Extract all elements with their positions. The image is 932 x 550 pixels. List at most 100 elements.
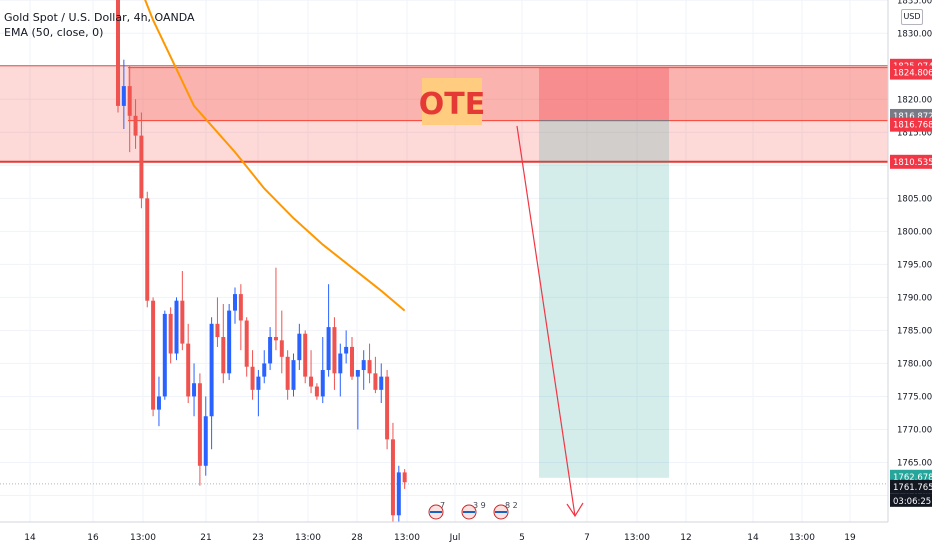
time-tick-label: 13:00	[295, 533, 321, 543]
price-axis[interactable]: 1835.0001830.0001825.0001820.0001815.000…	[887, 0, 932, 550]
price-tick-label: 1820.000	[897, 95, 932, 105]
price-label-text: 1810.535	[893, 158, 932, 168]
candle-body	[273, 337, 278, 341]
time-tick-label: 7	[584, 533, 590, 543]
price-tick-label: 1805.000	[897, 194, 932, 204]
time-tick-label: 13:00	[789, 533, 815, 543]
price-label-tag	[890, 117, 932, 132]
currency-button[interactable]: USD	[901, 9, 923, 25]
candle-body	[396, 472, 401, 516]
candle-body	[209, 323, 214, 417]
time-axis[interactable]: 14 16 13:00 21 23 13:00 28 13:00 Jul 5 7 13:00 12 14 1…	[0, 521, 932, 550]
price-tick-label: 1835.000	[897, 0, 932, 6]
ote-annotation[interactable]: OTE	[419, 78, 485, 125]
price-tick-label: 1815.000	[897, 128, 932, 138]
event-count: 8 2	[505, 501, 518, 510]
candle-body	[145, 198, 150, 301]
candle-body	[314, 386, 319, 397]
price-tick-label: 1780.000	[897, 359, 932, 369]
short-position-tool[interactable]	[539, 67, 669, 478]
price-label-tag	[890, 154, 932, 169]
price-tick-label: 1800.000	[897, 227, 932, 237]
ote-label-box[interactable]	[422, 78, 482, 125]
candlesticks	[116, 0, 407, 529]
candle-body	[116, 0, 120, 106]
projection-arrow	[516, 125, 584, 518]
price-label-text: 1824.806	[893, 69, 932, 79]
candle-body	[121, 86, 126, 106]
candle-body	[233, 294, 237, 311]
time-tick-label: 13:00	[394, 533, 420, 543]
ema-indicator-label: EMA (50, close, 0)	[4, 26, 104, 39]
price-label-text: 1762.678	[893, 473, 932, 483]
candle-body	[186, 343, 191, 397]
event-badges[interactable]: 7 3 9 8 2	[428, 501, 518, 520]
candle-body	[244, 320, 249, 367]
arrow-shaft	[516, 125, 576, 517]
price-axis-bg	[888, 0, 932, 550]
candle-body	[344, 346, 349, 354]
candle-body	[262, 363, 267, 377]
time-tick-label: 5	[519, 533, 525, 543]
candle-body	[361, 360, 366, 371]
grid-lines	[0, 0, 888, 529]
candle-body	[203, 416, 208, 466]
ote-zone	[0, 65, 888, 485]
ema-line	[144, 0, 406, 312]
price-tick-label: 1770.000	[897, 425, 932, 435]
candle-body	[168, 313, 173, 354]
candle-body	[133, 115, 138, 136]
candle-body	[291, 360, 296, 390]
candle-body	[151, 300, 156, 410]
candle-body	[192, 383, 197, 397]
candle-body	[367, 360, 372, 374]
take-profit-box	[539, 120, 669, 478]
candle-body	[250, 366, 255, 390]
candle-body	[332, 327, 337, 374]
time-tick-label: 13:00	[624, 533, 650, 543]
ote-inner-band	[128, 67, 888, 121]
candle-body	[326, 327, 331, 371]
price-tick-label: 1765.000	[897, 458, 932, 468]
time-tick-label: Jul	[449, 533, 461, 543]
candle-body	[350, 346, 354, 377]
candle-body	[303, 333, 308, 377]
candle-body	[402, 472, 407, 483]
candle-body	[320, 370, 325, 397]
candle-body	[297, 333, 302, 361]
event-count: 3 9	[473, 501, 486, 510]
candle-body	[197, 383, 202, 466]
ote-label-text: OTE	[419, 87, 485, 122]
arrow-head	[566, 502, 584, 518]
price-label-text: 1816.768	[893, 121, 932, 131]
time-tick-label: 13:00	[130, 533, 156, 543]
ema-50-line	[144, 0, 406, 312]
price-label-tag	[890, 479, 932, 494]
candle-body	[215, 323, 220, 338]
price-label-text: 1761.765	[893, 483, 932, 493]
price-tick-label: 1775.000	[897, 392, 932, 402]
time-tick-label: 16	[87, 533, 99, 543]
price-tick-label: 1785.000	[897, 326, 932, 336]
stop-loss-box	[539, 67, 669, 121]
candle-body	[390, 439, 395, 516]
candle-body	[227, 310, 232, 374]
candle-body	[268, 337, 273, 364]
time-tick-label: 19	[844, 533, 856, 543]
candle-body	[256, 376, 261, 390]
candle-body	[309, 376, 314, 387]
candle-body	[285, 356, 290, 390]
countdown-text: 03:06:25	[893, 497, 931, 507]
event-count: 7	[440, 501, 445, 510]
candle-body	[162, 313, 167, 397]
candle-body	[139, 135, 144, 199]
symbol-title: Gold Spot / U.S. Dollar, 4h, OANDA	[4, 11, 195, 24]
candle-body	[156, 396, 161, 410]
time-axis-bg	[0, 522, 932, 550]
candle-body	[338, 353, 343, 374]
price-label-text: 1816.872	[893, 112, 932, 122]
price-tick-label: 1830.000	[897, 29, 932, 39]
chart-legend: Gold Spot / U.S. Dollar, 4h, OANDA EMA (…	[4, 10, 195, 40]
candle-body	[238, 294, 243, 321]
